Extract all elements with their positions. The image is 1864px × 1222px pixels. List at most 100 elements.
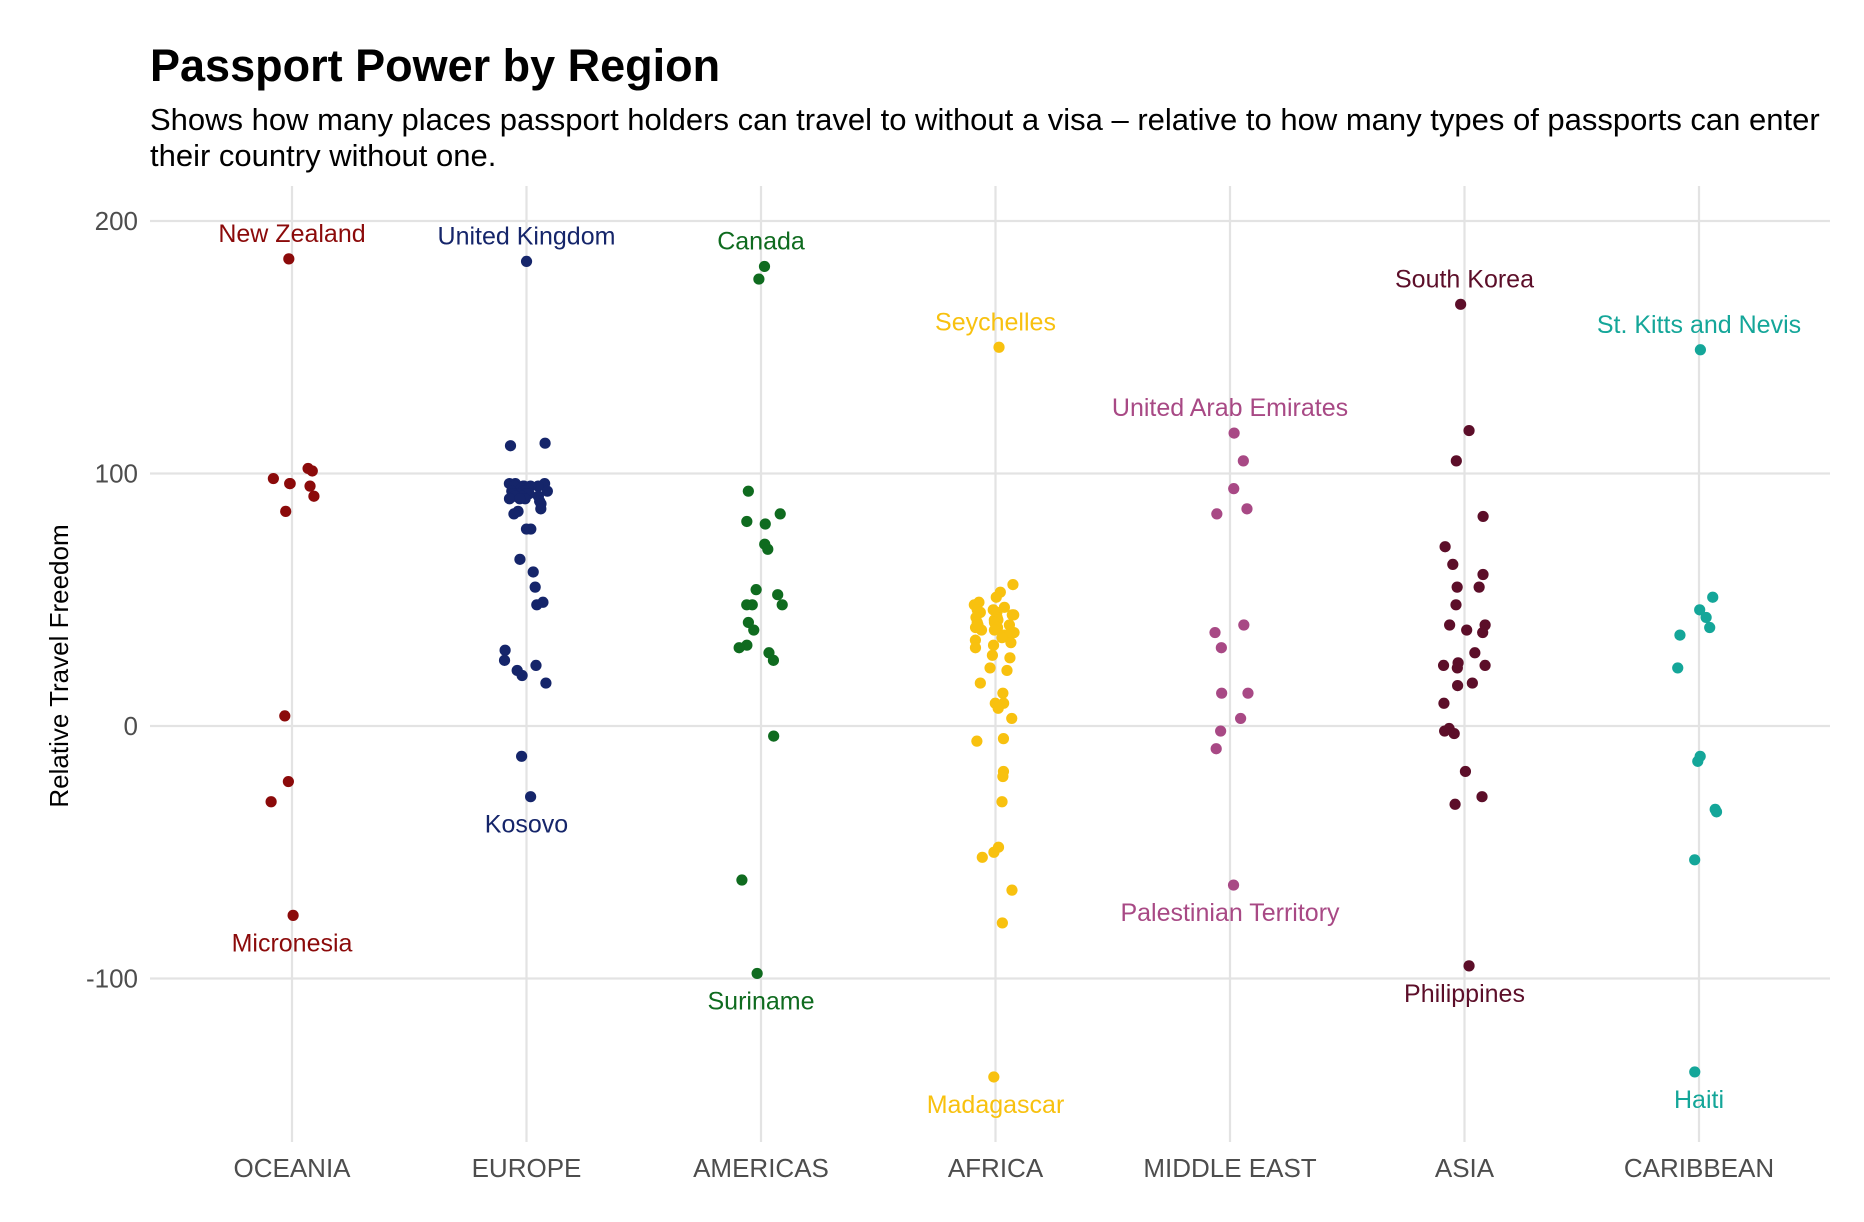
data-point: [996, 917, 1008, 929]
data-point: [974, 677, 986, 689]
data-point: [514, 493, 526, 505]
y-tick-label: 200: [95, 206, 138, 236]
data-point: [996, 632, 1008, 644]
data-point: [1241, 503, 1253, 515]
data-point: [1694, 344, 1706, 356]
x-tick-label-asia: ASIA: [1435, 1153, 1495, 1183]
data-point: [1477, 568, 1489, 581]
data-point: [265, 796, 277, 808]
data-point: [984, 662, 996, 674]
data-point: [1455, 298, 1467, 310]
data-point: [736, 874, 748, 886]
data-point: [1449, 798, 1461, 810]
data-point: [1466, 677, 1478, 689]
data-point: [746, 599, 758, 611]
data-point: [758, 260, 771, 273]
y-tick-label: 0: [124, 711, 138, 741]
data-point: [1237, 455, 1249, 467]
data-point: [1450, 455, 1462, 467]
data-point: [498, 654, 511, 666]
data-point: [283, 253, 295, 265]
data-point: [1001, 664, 1013, 677]
x-tick-label-caribbean: CARIBBEAN: [1624, 1153, 1774, 1183]
data-point: [1215, 725, 1227, 737]
data-point: [1689, 854, 1701, 866]
data-point: [1439, 725, 1451, 737]
data-point: [969, 642, 982, 654]
data-point: [1228, 427, 1240, 439]
series-europe: [498, 255, 553, 803]
data-point: [774, 508, 786, 520]
grid-lines: [150, 186, 1830, 1142]
data-point: [1007, 579, 1019, 591]
data-point: [308, 490, 320, 502]
data-point: [768, 730, 780, 742]
data-point: [532, 480, 544, 492]
data-point: [530, 659, 542, 672]
y-tick-label: -100: [86, 964, 138, 994]
data-point: [1473, 581, 1485, 593]
data-point: [733, 642, 745, 654]
data-point: [1694, 604, 1706, 616]
point-label-united-kingdom: United Kingdom: [438, 222, 616, 250]
data-point: [996, 796, 1008, 808]
data-point: [1477, 510, 1489, 523]
chart-title: Passport Power by Region: [150, 40, 721, 91]
point-label-canada: Canada: [717, 227, 805, 255]
data-point: [525, 791, 537, 803]
series-caribbean: [1672, 344, 1723, 1078]
data-point: [1210, 743, 1222, 755]
data-point: [750, 584, 762, 596]
data-point: [767, 654, 780, 666]
data-point: [986, 649, 999, 661]
data-point: [1211, 508, 1223, 520]
data-point: [287, 909, 299, 921]
point-labels: New Zealand Micronesia United Kingdom Kosov…: [218, 220, 1801, 1119]
data-point: [997, 733, 1010, 745]
point-label-united-arab-emirates: United Arab Emirates: [1112, 394, 1348, 422]
data-point: [975, 624, 988, 636]
data-point: [1438, 697, 1450, 709]
data-point: [997, 770, 1009, 783]
data-point: [753, 273, 765, 285]
data-point: [1710, 806, 1723, 818]
data-point: [504, 440, 517, 452]
data-point: [1476, 791, 1488, 803]
data-point: [1004, 652, 1016, 664]
data-point: [1235, 712, 1247, 725]
data-point: [1006, 884, 1018, 896]
data-point: [1461, 624, 1473, 636]
data-point: [1450, 599, 1462, 611]
data-point: [992, 702, 1004, 714]
data-point: [1700, 611, 1712, 624]
series-asia: [1437, 298, 1491, 972]
data-point: [1479, 659, 1491, 672]
data-point: [1439, 541, 1451, 553]
axes: -100 0 100 200 OCEANIA EUROPE AMERICAS AFRICA MI…: [44, 206, 1774, 1183]
point-label-south-korea: South Korea: [1395, 265, 1534, 293]
data-point: [971, 735, 983, 747]
data-point: [1005, 637, 1017, 649]
data-point: [531, 599, 543, 611]
data-point: [529, 581, 541, 593]
data-point: [280, 505, 292, 517]
data-point: [1704, 621, 1716, 634]
series-middle-east: [1209, 427, 1254, 891]
data-point: [503, 493, 516, 505]
data-point: [1452, 680, 1464, 692]
data-point: [742, 485, 754, 497]
point-label-palestinian-territory: Palestinian Territory: [1120, 899, 1340, 927]
data-point: [1215, 642, 1227, 654]
series-oceania: [265, 253, 320, 921]
x-tick-label-africa: AFRICA: [948, 1153, 1044, 1183]
data-point: [284, 478, 296, 490]
data-point: [748, 624, 760, 636]
data-point: [306, 465, 318, 477]
data-point: [540, 677, 552, 689]
data-point: [1459, 765, 1472, 778]
data-point: [1238, 619, 1250, 631]
series-americas: [733, 260, 788, 980]
data-point: [741, 515, 753, 528]
data-point: [976, 851, 988, 863]
